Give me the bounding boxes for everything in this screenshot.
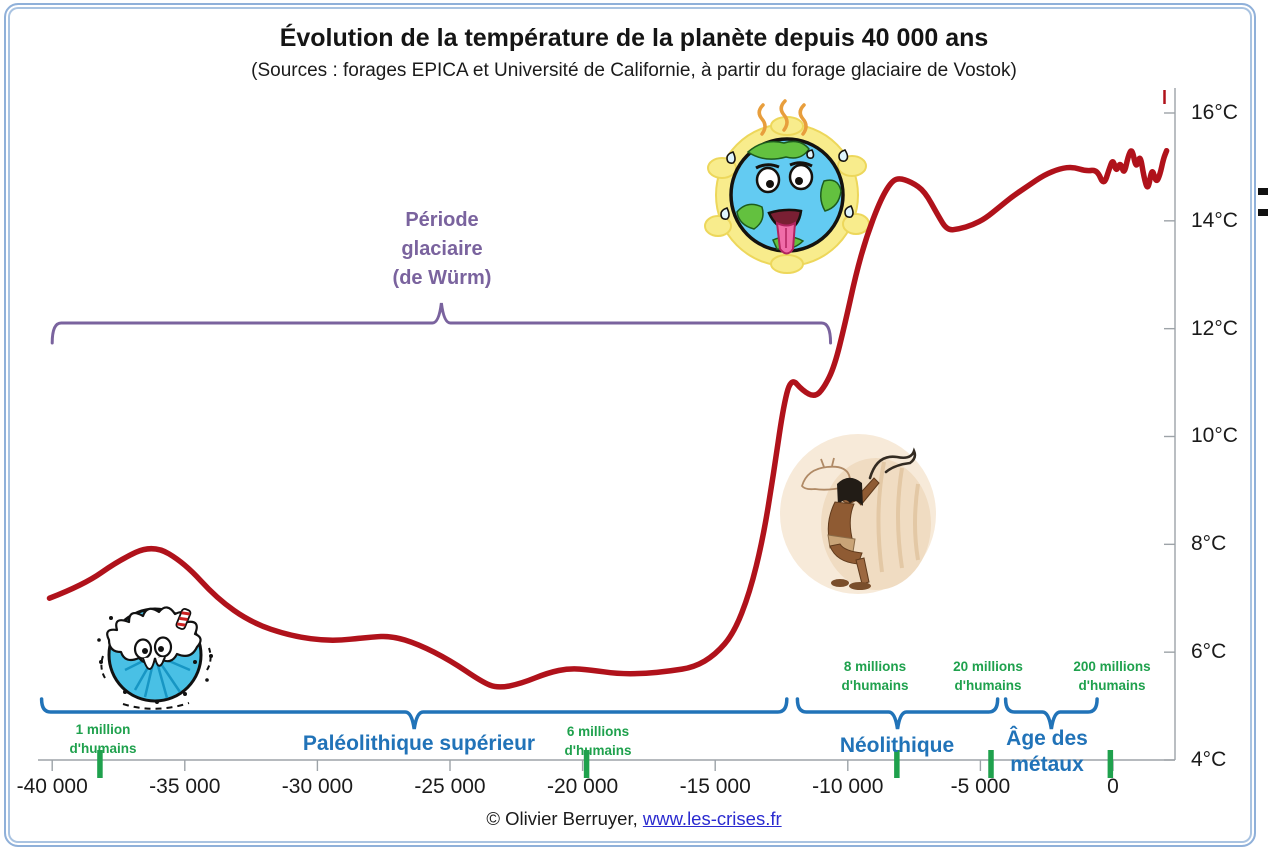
population-marker-line2: d'humains bbox=[954, 678, 1022, 693]
metal-age-line2: métaux bbox=[1010, 753, 1084, 776]
y-tick-label: 8°C bbox=[1191, 532, 1227, 556]
neolithic-brace bbox=[795, 697, 1000, 730]
glacial-period-label: Période glaciaire (de Würm) bbox=[393, 206, 492, 293]
edge-artifact-marks bbox=[1258, 188, 1268, 216]
y-tick-label: 4°C bbox=[1191, 748, 1227, 771]
overheated-earth-illustration bbox=[704, 99, 870, 274]
paleolithic-brace bbox=[39, 697, 789, 730]
y-tick-label: 10°C bbox=[1191, 424, 1238, 448]
population-marker: 20 millions d'humains bbox=[953, 657, 1023, 695]
population-tick bbox=[583, 750, 590, 778]
population-tick bbox=[1107, 750, 1114, 778]
paleolithic-label: Paléolithique supérieur bbox=[302, 732, 536, 755]
credit-text: © Olivier Berruyer, bbox=[486, 808, 638, 829]
population-marker: 1 million d'humains bbox=[70, 720, 137, 758]
population-tick bbox=[97, 750, 103, 778]
frozen-earth-illustration bbox=[97, 606, 213, 710]
population-marker-line1: 6 millions bbox=[566, 724, 630, 739]
glacial-period-line2: glaciaire bbox=[401, 238, 483, 260]
y-tick-label: 16°C bbox=[1191, 100, 1238, 124]
x-tick-label: -25 000 bbox=[414, 775, 486, 798]
glacial-period-line1: Période bbox=[405, 209, 479, 231]
population-marker-line2: d'humains bbox=[564, 743, 632, 758]
glacial-period-line3: (de Würm) bbox=[392, 267, 492, 289]
population-marker: 8 millions d'humains bbox=[842, 657, 909, 695]
x-tick-label: -30 000 bbox=[281, 775, 354, 798]
x-tick-label: -10 000 bbox=[812, 775, 884, 798]
population-marker-line1: 8 millions bbox=[843, 659, 907, 674]
population-tick bbox=[894, 750, 900, 778]
x-tick-label: 0 bbox=[1107, 775, 1119, 798]
neolithic-label: Néolithique bbox=[839, 734, 955, 757]
population-marker-line2: d'humains bbox=[1078, 678, 1146, 693]
chart-title: Évolution de la température de la planèt… bbox=[279, 24, 989, 52]
population-marker-line2: d'humains bbox=[69, 741, 137, 756]
population-marker-line1: 200 millions bbox=[1073, 659, 1151, 674]
metal-age-brace bbox=[1003, 697, 1099, 730]
footer-credit: © Olivier Berruyer, www.les-crises.fr bbox=[0, 808, 1268, 830]
y-tick-label: 12°C bbox=[1191, 316, 1238, 340]
x-tick-label: -5 000 bbox=[950, 775, 1011, 798]
period-braces bbox=[39, 302, 1099, 730]
les-crises-link[interactable]: www.les-crises.fr bbox=[642, 808, 782, 829]
metal-age-label: Âge des métaux bbox=[1006, 726, 1088, 778]
glacial-brace bbox=[50, 302, 833, 345]
population-marker: 6 millions d'humains bbox=[565, 722, 632, 760]
population-marker-line2: d'humains bbox=[841, 678, 909, 693]
population-tick bbox=[988, 750, 994, 778]
population-marker: 200 millions d'humains bbox=[1073, 657, 1150, 695]
x-tick-label: -20 000 bbox=[546, 775, 619, 798]
population-marker-line1: 1 million bbox=[75, 722, 131, 737]
axes bbox=[38, 88, 1176, 771]
temperature-curve bbox=[46, 147, 1170, 690]
y-tick-label: 14°C bbox=[1191, 208, 1238, 232]
chart-subtitle: (Sources : forages EPICA et Université d… bbox=[251, 60, 1017, 81]
metal-age-line1: Âge des bbox=[1006, 727, 1088, 750]
y-tick-label: 6°C bbox=[1191, 640, 1227, 664]
population-tick-marks bbox=[97, 750, 1114, 778]
cave-painter-illustration bbox=[780, 434, 936, 594]
x-tick-label: -40 000 bbox=[16, 775, 88, 798]
x-tick-label: -35 000 bbox=[149, 775, 221, 798]
x-tick-label: -15 000 bbox=[679, 775, 751, 798]
population-marker-line1: 20 millions bbox=[953, 659, 1023, 674]
